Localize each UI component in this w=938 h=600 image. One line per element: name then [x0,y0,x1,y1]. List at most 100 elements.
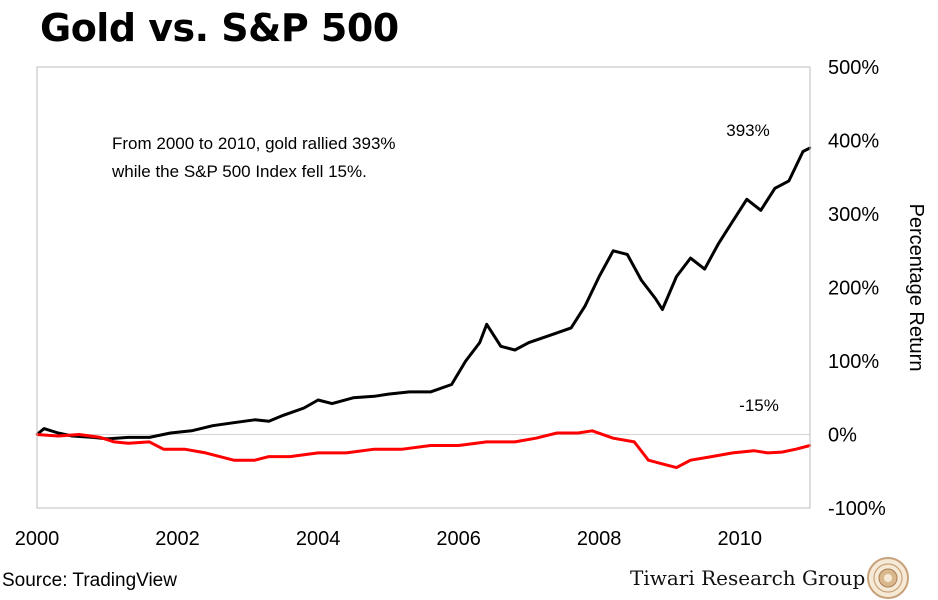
brand-seal-icon [867,557,909,599]
axis-layer: -100% 0% 100% 200% 300% 400% 500% 2000 2002 2004 2… [15,57,927,550]
data-point-gold [408,390,411,394]
data-point-s-p-500 [99,436,102,439]
data-point-gold [464,359,467,363]
data-point-gold [703,267,706,271]
y-tick-label: 400% [828,131,879,153]
data-point-s-p-500 [429,444,432,447]
data-point-gold [127,436,130,439]
brand-name: Tiwari Research Group [630,566,866,590]
data-point-s-p-500 [148,440,151,444]
data-point-s-p-500 [457,444,460,447]
data-point-s-p-500 [253,459,257,462]
y-tick-label: 100% [828,351,879,373]
data-point-gold [169,431,172,435]
x-tick-label: 2010 [717,528,762,550]
data-point-s-p-500 [401,448,404,451]
data-point-s-p-500 [794,448,798,451]
data-point-gold [478,341,481,344]
data-point-gold [801,150,805,153]
data-point-gold [626,253,629,256]
data-point-s-p-500 [183,448,186,451]
data-point-gold [352,396,355,399]
data-point-gold [316,398,320,402]
data-point-s-p-500 [316,451,320,455]
y-tick-label: 200% [828,278,879,300]
x-tick-label: 2006 [436,528,481,550]
data-point-gold [281,414,285,417]
x-tick-label: 2002 [155,528,200,550]
data-point-s-p-500 [127,442,130,445]
plot-frame [36,66,811,509]
data-point-gold [569,326,573,330]
data-point-s-p-500 [633,440,636,444]
annotation-line: while the S&P 500 Index fell 15%. [111,162,367,181]
series-layer [35,146,812,470]
data-point-gold [387,392,390,396]
data-point-s-p-500 [513,440,517,444]
data-point-s-p-500 [780,450,784,454]
data-point-gold [253,418,257,421]
data-point-s-p-500 [576,431,580,435]
data-point-gold [499,345,502,348]
data-point-gold [330,402,334,405]
data-point-gold [654,297,657,300]
annotation-line: From 2000 to 2010, gold rallied 393% [112,134,396,153]
data-point-gold [513,348,517,352]
y-tick-label: -100% [828,498,886,520]
data-point-gold [429,390,432,394]
data-point-gold [148,436,151,439]
data-point-s-p-500 [647,459,650,462]
data-point-gold [485,323,488,326]
data-point-s-p-500 [232,459,235,462]
x-tick-label: 2000 [15,528,60,550]
data-point-s-p-500 [766,451,770,455]
data-point-s-p-500 [373,448,376,451]
data-point-s-p-500 [710,455,713,458]
data-point-s-p-500 [267,455,271,458]
data-point-gold [42,427,46,430]
data-point-gold [689,256,692,260]
y-axis-title: Percentage Return [905,204,927,372]
data-point-s-p-500 [555,431,559,435]
y-tick-label: 500% [828,57,879,79]
data-point-gold [527,341,531,344]
data-point-gold [745,198,748,201]
data-point-gold [597,275,601,278]
data-point-s-p-500 [675,466,678,469]
data-point-gold [759,209,763,212]
chart-title: Gold vs. S&P 500 [40,6,399,50]
series-line-gold [36,146,811,441]
data-point-gold [267,420,271,423]
gold-end-label: 393% [726,121,769,140]
data-point-s-p-500 [288,455,292,458]
y-tick-label: 0% [828,425,857,447]
sp500-end-label: -15% [739,396,779,415]
data-point-gold [731,220,734,223]
y-tick-label: 300% [828,204,879,226]
data-point-gold [583,304,587,308]
data-point-s-p-500 [345,451,348,455]
data-point-gold [661,308,664,311]
data-point-gold [773,187,777,190]
x-tick-label: 2004 [296,528,341,550]
label-layer: 393% -15% From 2000 to 2010, gold rallied … [111,121,779,415]
data-point-gold [211,424,214,427]
data-point-gold [787,179,791,183]
data-point-s-p-500 [534,436,538,440]
data-point-gold [373,395,376,398]
data-point-s-p-500 [218,455,221,458]
data-point-gold [548,334,552,337]
data-point-s-p-500 [731,451,734,455]
data-point-s-p-500 [661,462,664,466]
data-point-gold [232,421,235,424]
data-point-gold [717,242,720,245]
source-note: Source: TradingView [2,570,177,591]
data-point-s-p-500 [162,448,165,451]
data-point-s-p-500 [752,449,755,452]
data-point-s-p-500 [612,436,615,440]
data-point-gold [640,278,643,282]
data-point-gold [450,383,453,386]
data-point-s-p-500 [113,440,116,444]
series-line-s-p-500 [36,429,811,470]
